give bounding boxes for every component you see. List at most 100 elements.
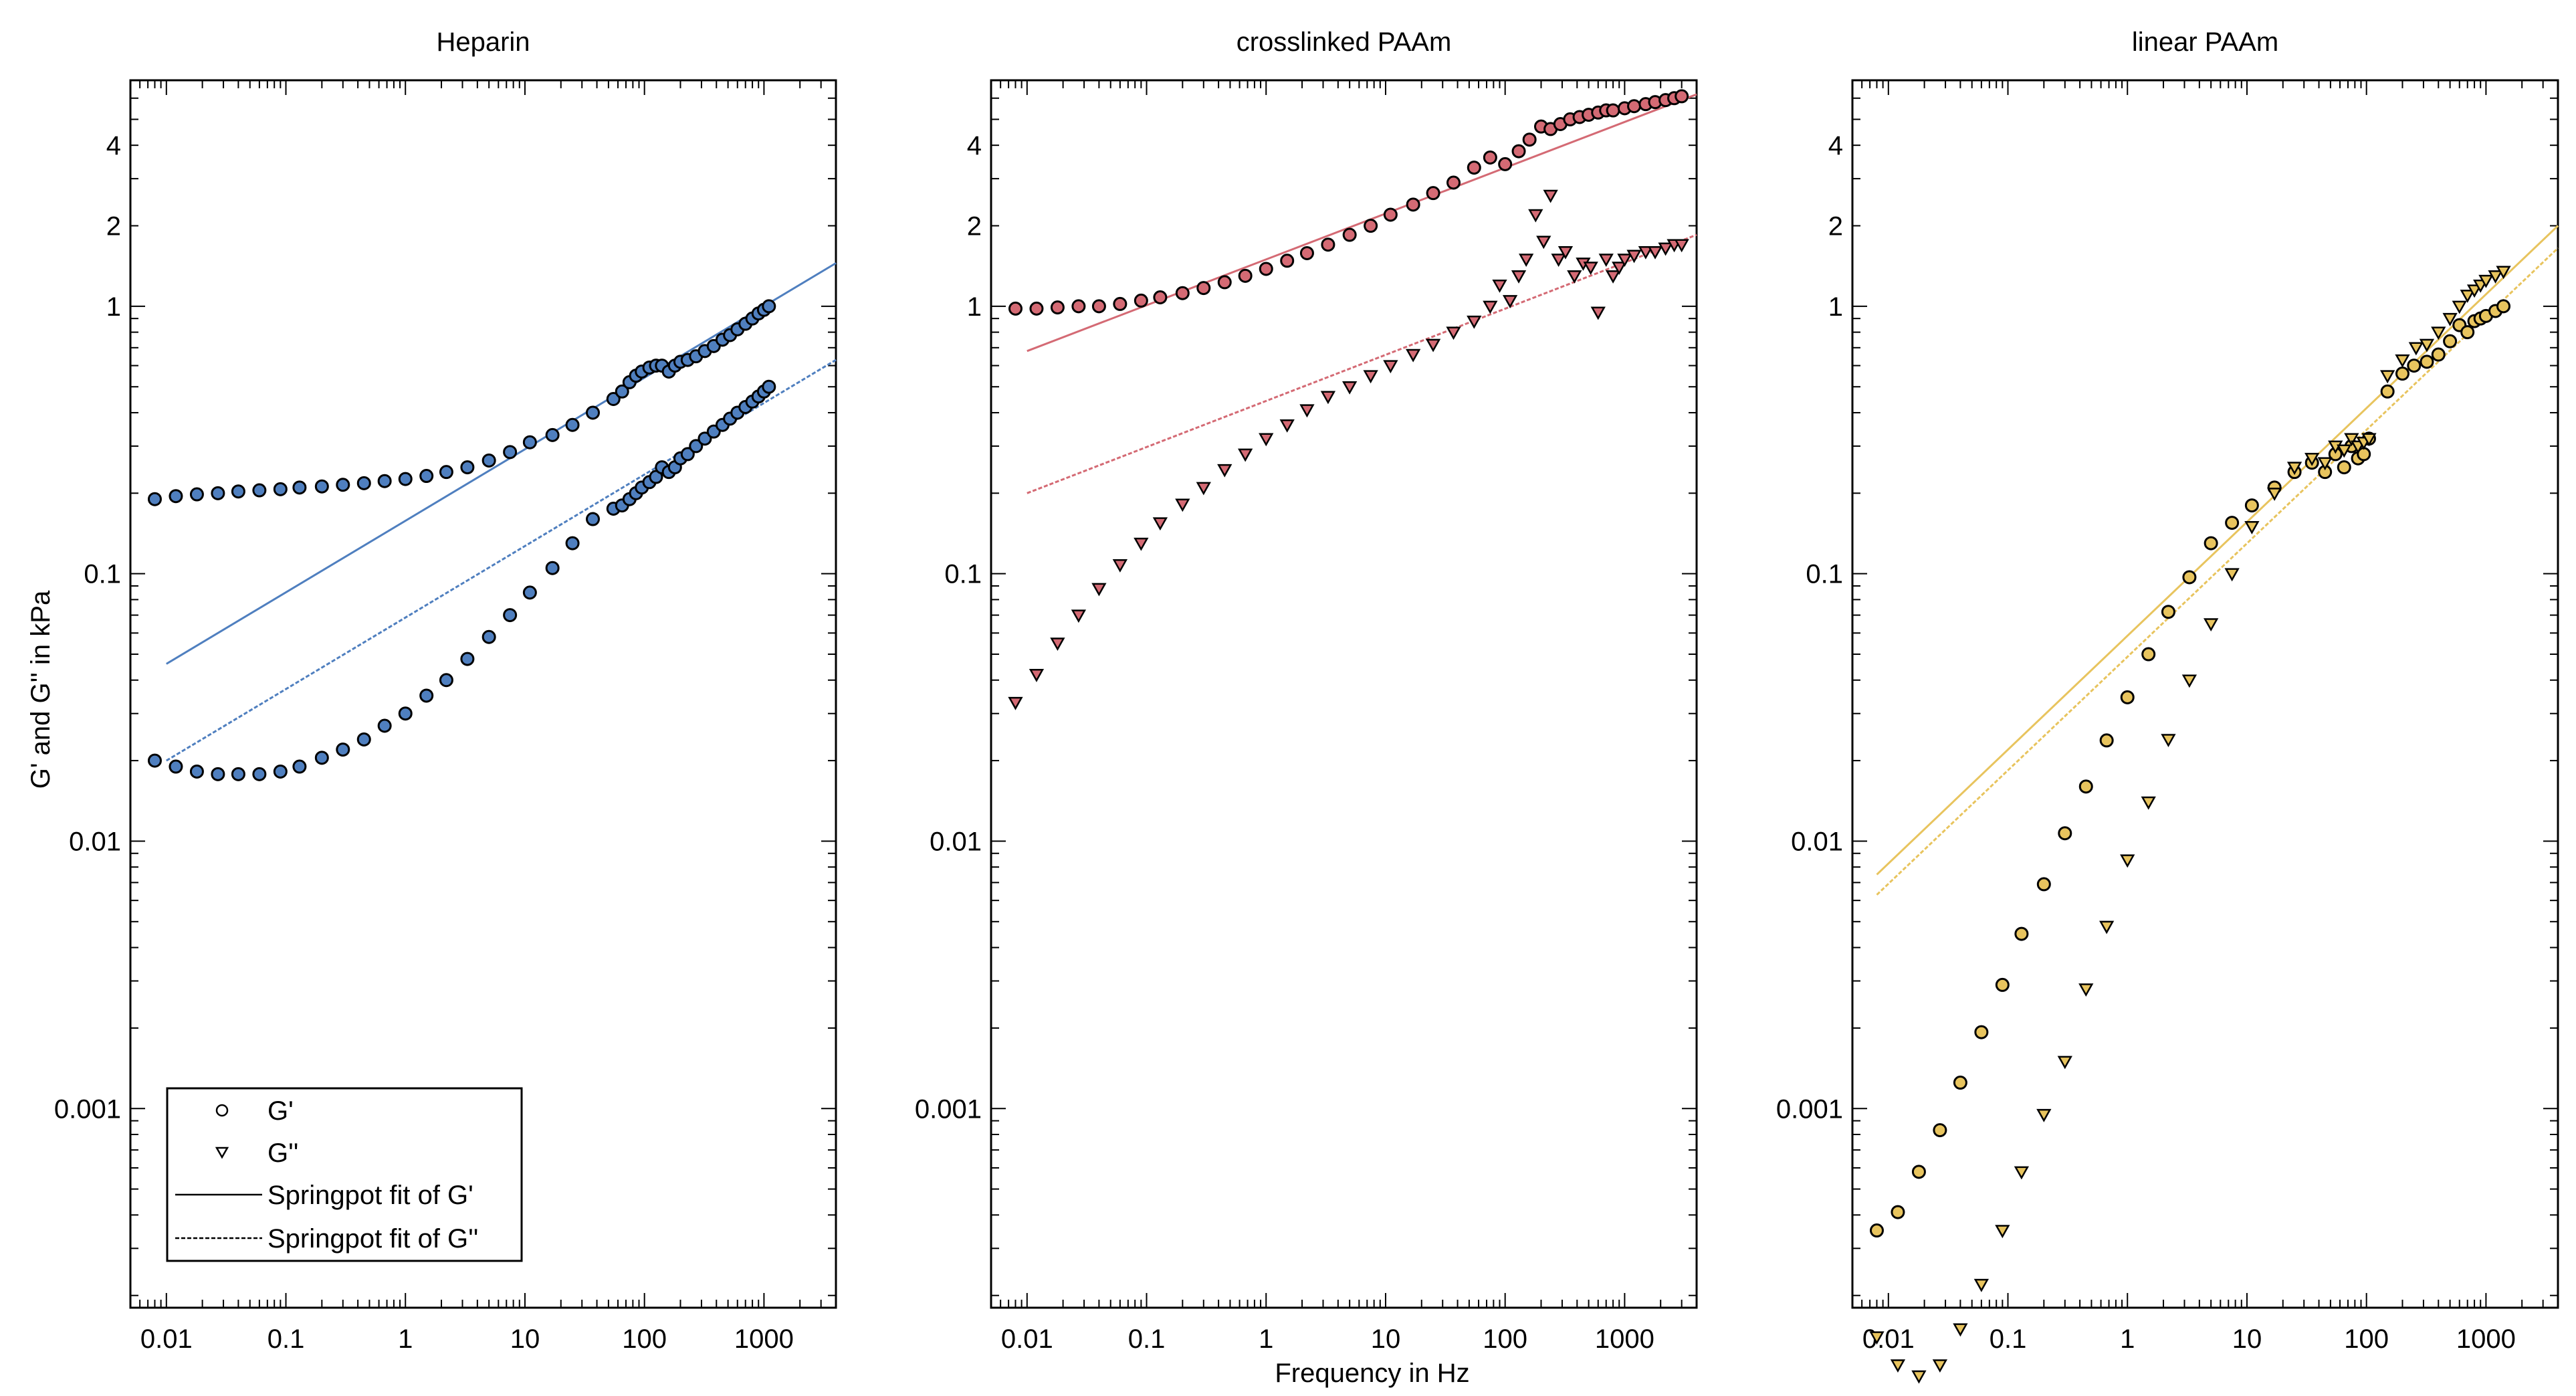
data-point-triangle — [1598, 254, 1614, 268]
data-point-triangle — [2204, 618, 2219, 632]
data-point-triangle — [1890, 1359, 1906, 1373]
data-point-circle — [336, 478, 350, 492]
data-point-circle — [2460, 325, 2475, 340]
data-point-circle — [503, 608, 518, 623]
data-point-circle — [1483, 150, 1497, 165]
data-point-triangle — [1617, 254, 1632, 268]
data-point-circle — [1383, 207, 1398, 222]
data-point-triangle — [1299, 404, 1315, 418]
data-point-circle — [2420, 355, 2434, 369]
data-point-circle — [1522, 132, 1537, 147]
data-point-circle — [586, 512, 601, 526]
data-point-triangle — [2337, 444, 2352, 458]
fit-line-g-prime — [1027, 93, 1697, 353]
data-point-triangle — [1238, 448, 1253, 462]
x-tick-label: 0.01 — [140, 1324, 193, 1354]
data-point-circle — [586, 405, 601, 420]
data-point-circle — [231, 767, 245, 781]
data-point-circle — [2380, 384, 2395, 399]
y-tick-label: 1 — [967, 292, 982, 322]
data-point-triangle — [1467, 315, 1482, 329]
data-point-circle — [273, 482, 288, 496]
data-point-circle — [697, 431, 712, 446]
data-point-triangle — [1175, 498, 1190, 512]
data-point-circle — [2395, 367, 2409, 381]
data-point-triangle — [1973, 1278, 1990, 1292]
data-point-circle — [2120, 690, 2135, 704]
data-point-triangle — [1483, 300, 1498, 314]
data-point-triangle — [1590, 306, 1606, 320]
data-point-circle — [252, 767, 267, 781]
data-point-circle — [522, 585, 537, 600]
data-point-triangle — [1605, 270, 1621, 284]
data-point-circle — [1426, 186, 1440, 201]
data-point-triangle — [2419, 338, 2435, 353]
y-tick-label: 1 — [1828, 292, 1843, 322]
data-point-circle — [1498, 157, 1513, 171]
data-point-triangle — [1612, 262, 1627, 275]
data-point-circle — [2182, 570, 2197, 585]
panel-title: crosslinked PAAm — [1237, 27, 1452, 57]
x-tick-label: 100 — [2344, 1324, 2389, 1354]
data-point-triangle — [2488, 270, 2503, 284]
data-point-triangle — [1583, 262, 1598, 275]
data-point-triangle — [2408, 342, 2424, 356]
fit-line-g-prime — [166, 262, 837, 665]
data-point-triangle — [1558, 246, 1574, 260]
data-point-triangle — [2224, 568, 2240, 582]
data-point-circle — [1259, 262, 1273, 276]
data-point-circle — [1217, 275, 1232, 290]
data-point-triangle — [1932, 1359, 1948, 1373]
data-point-circle — [211, 486, 225, 500]
data-point-circle — [1299, 245, 1314, 260]
data-point-triangle — [1091, 583, 1107, 597]
data-point-circle — [1995, 977, 2010, 992]
data-point-triangle — [2317, 457, 2333, 471]
data-point-triangle — [1543, 189, 1558, 203]
data-point-circle — [503, 445, 518, 460]
data-point-circle — [565, 417, 580, 432]
legend-label: G' — [267, 1096, 294, 1126]
data-point-circle — [460, 652, 475, 666]
data-point-triangle — [2099, 920, 2115, 934]
data-point-triangle — [1502, 295, 1518, 308]
plot-frame — [990, 79, 1698, 1309]
data-point-circle — [1911, 1165, 1926, 1179]
data-point-circle — [356, 476, 371, 490]
legend-marker-triangle — [215, 1146, 229, 1159]
data-point-triangle — [1279, 419, 1295, 433]
legend-label: G'' — [267, 1138, 298, 1168]
data-point-triangle — [1259, 433, 1274, 447]
data-point-triangle — [1383, 360, 1398, 374]
data-point-circle — [189, 487, 204, 502]
data-point-circle — [1953, 1076, 1967, 1090]
data-point-triangle — [1626, 250, 1642, 264]
data-point-triangle — [2380, 370, 2395, 384]
data-point-triangle — [1492, 279, 1507, 293]
data-point-circle — [2078, 779, 2093, 794]
data-point-triangle — [1647, 246, 1663, 260]
data-point-circle — [1342, 227, 1357, 242]
y-tick-label: 0.001 — [1776, 1094, 1843, 1124]
y-tick-label: 0.001 — [915, 1094, 982, 1124]
data-point-circle — [1091, 299, 1106, 314]
data-point-circle — [1891, 1205, 1905, 1219]
data-point-circle — [1446, 175, 1461, 190]
data-point-circle — [377, 474, 392, 488]
y-tick-label: 2 — [106, 212, 121, 241]
x-tick-label: 1 — [2120, 1324, 2135, 1354]
data-point-circle — [292, 759, 307, 774]
data-point-triangle — [2141, 796, 2156, 810]
data-point-triangle — [2181, 674, 2197, 688]
fit-line-g-double-prime — [1027, 233, 1697, 494]
data-point-triangle — [2120, 854, 2135, 868]
data-point-triangle — [1425, 338, 1441, 353]
data-point-triangle — [2460, 290, 2475, 303]
y-tick-label: 2 — [967, 212, 982, 241]
data-point-circle — [565, 536, 580, 551]
x-tick-label: 1 — [1259, 1324, 1273, 1354]
data-point-circle — [2443, 334, 2458, 348]
data-point-triangle — [2036, 1108, 2052, 1122]
data-point-circle — [2225, 516, 2240, 530]
